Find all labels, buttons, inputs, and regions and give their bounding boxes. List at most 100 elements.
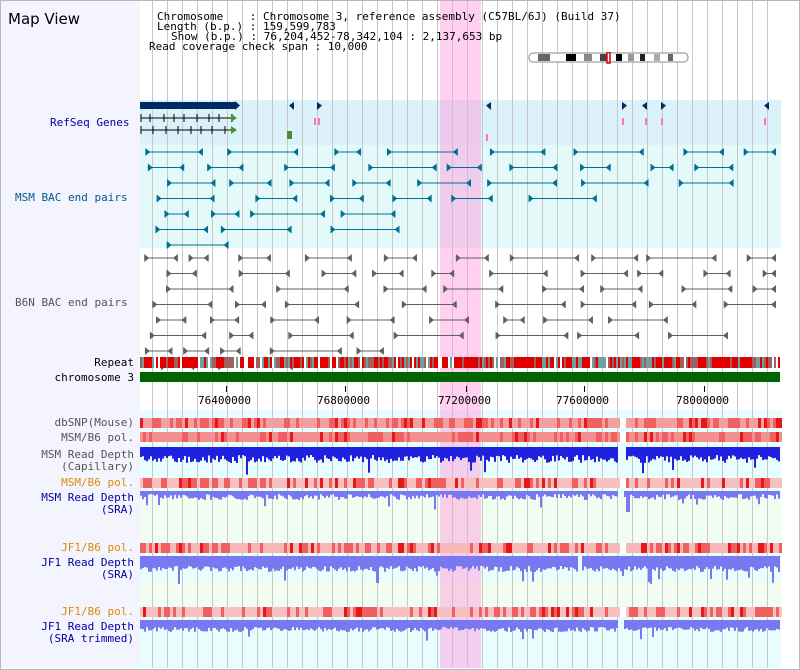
depth-bar [448, 620, 450, 629]
depth-bar [650, 556, 652, 585]
pol-cell [602, 543, 605, 553]
pol-cell [143, 607, 146, 617]
depth-bar [190, 447, 192, 463]
depth-bar [476, 491, 478, 499]
depth-bar [634, 447, 636, 457]
refseq-genes-label[interactable]: RefSeq Genes [50, 116, 130, 129]
jf1-b6-pol-label[interactable]: JF1/B6 pol. [61, 541, 134, 554]
b6n-bac-end [542, 285, 548, 293]
msm-bac-end [476, 163, 482, 172]
b6n-bac-end [668, 331, 674, 340]
depth-bar [224, 447, 226, 460]
msm-b6-pol-2-label[interactable]: MSM/B6 pol. [61, 476, 134, 489]
pol-cell [281, 432, 284, 442]
depth-bar [304, 447, 306, 461]
depth-bar [272, 556, 274, 569]
jf1-b6-pol-2-label[interactable]: JF1/B6 pol. [61, 605, 134, 618]
b6n-bac-end [348, 331, 354, 340]
pol-cell [647, 607, 650, 617]
b6n-bac-end [580, 300, 586, 309]
b6n-bac-label[interactable]: B6N BAC end pairs [15, 296, 128, 309]
repeat-segment [162, 357, 164, 368]
pol-cell [671, 607, 674, 617]
msm-bac-end [638, 148, 644, 156]
dbsnp-cell [302, 418, 305, 428]
depth-bar [388, 491, 390, 507]
pol-cell [734, 432, 737, 442]
depth-bar [140, 620, 142, 629]
depth-bar [264, 447, 266, 463]
pol-cell [260, 478, 263, 488]
repeat-segment [304, 357, 306, 368]
chromosome-label[interactable]: chromosome 3 [54, 371, 134, 384]
pol-cell [194, 432, 197, 442]
depth-bar [626, 491, 630, 512]
depth-bar [590, 447, 592, 460]
msm-depth-capillary-label[interactable]: MSM Read Depth [41, 448, 134, 461]
dbsnp-cell [626, 418, 629, 428]
depth-bar [634, 491, 636, 499]
depth-bar [524, 556, 526, 570]
dbsnp-cell [554, 418, 557, 428]
depth-bar [602, 620, 604, 628]
depth-bar [222, 447, 224, 456]
dbsnp-cell [281, 418, 284, 428]
pol-cell [746, 607, 749, 617]
jf1-depth-trimmed-label[interactable]: JF1 Read Depth [41, 620, 134, 633]
jf1-depth-sra-label[interactable]: JF1 Read Depth [41, 556, 134, 569]
depth-bar [302, 447, 304, 458]
pol-cell [170, 432, 173, 442]
repeat-label[interactable]: Repeat [94, 356, 134, 369]
dbsnp-label[interactable]: dbSNP(Mouse) [54, 416, 134, 429]
pol-cell [563, 478, 566, 488]
pol-cell [140, 607, 143, 617]
depth-bar [468, 556, 470, 571]
depth-bar [398, 491, 400, 500]
depth-bar [328, 620, 330, 629]
msm-bac-end [668, 163, 674, 172]
pol-cell [212, 478, 215, 488]
pol-cell [401, 478, 404, 488]
dbsnp-cell [389, 418, 392, 428]
pol-cell [329, 607, 332, 617]
b6n-bac-end [483, 254, 489, 262]
pol-cell [539, 607, 542, 617]
depth-bar [424, 447, 426, 462]
pol-cell [422, 543, 425, 553]
depth-bar [764, 620, 766, 631]
b6n-bac-end [156, 316, 162, 324]
msm-depth-sra-label[interactable]: MSM Read Depth [41, 491, 134, 504]
dbsnp-cell [182, 418, 185, 428]
depth-bar [518, 447, 520, 459]
repeat-segment [228, 357, 230, 368]
pol-cell [758, 607, 761, 617]
msm-b6-pol-label[interactable]: MSM/B6 pol. [61, 431, 134, 444]
msm-bac-label[interactable]: MSM BAC end pairs [15, 191, 128, 204]
pol-cell [254, 432, 257, 442]
depth-bar [676, 620, 678, 629]
depth-bar [396, 556, 398, 568]
depth-bar [176, 447, 178, 463]
chromosome-ideogram[interactable] [528, 52, 690, 64]
depth-bar [436, 491, 438, 496]
depth-bar [656, 447, 658, 456]
depth-bar [302, 620, 304, 631]
pol-cell [620, 607, 623, 617]
dbsnp-cell [386, 418, 389, 428]
repeat-segment [444, 357, 446, 368]
depth-bar [176, 556, 178, 567]
pol-cell [398, 543, 401, 553]
depth-bar [154, 556, 156, 569]
pol-cell [641, 432, 644, 442]
depth-bar [594, 447, 596, 463]
grid-line [392, 0, 393, 668]
depth-bar [534, 620, 536, 631]
dbsnp-cell [572, 418, 575, 428]
depth-bar [324, 447, 326, 456]
msm-bac-end [266, 179, 272, 187]
depth-bar [396, 447, 398, 461]
depth-bar [382, 620, 384, 629]
depth-bar [226, 620, 228, 632]
depth-bar [774, 491, 776, 499]
